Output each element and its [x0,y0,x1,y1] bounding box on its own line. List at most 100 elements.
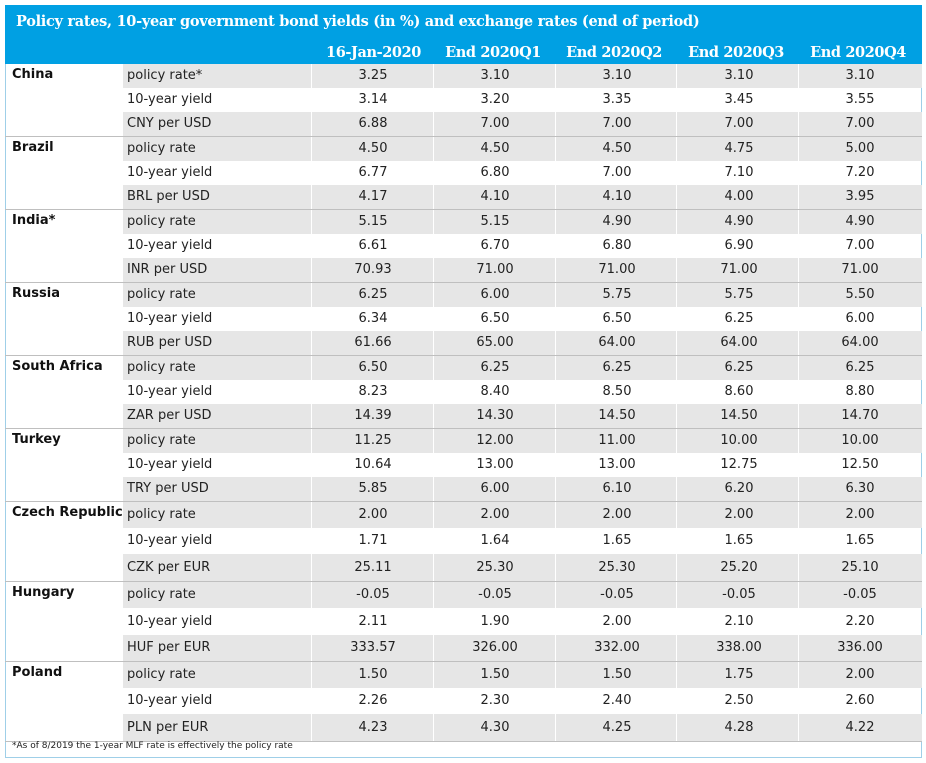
table-cell: 61.66 [354,335,392,350]
table-cell: 5.15 [358,214,388,229]
table-cell: 14.70 [841,408,879,423]
table-row: 10-year yield 2.11 1.90 2.00 2.10 2.20 [5,608,922,635]
table-cell: 11.25 [354,433,392,448]
column-divider [555,283,556,307]
table-cell: 8.40 [480,384,510,399]
column-divider [555,307,556,331]
table-cell: 4.75 [724,141,754,156]
table-cell: 10.00 [841,433,879,448]
column-divider [676,234,677,258]
table-cell: 6.25 [480,360,510,375]
table-cell: 4.30 [480,720,510,735]
column-divider [311,112,312,136]
table-row: policy rate 5.15 5.15 4.90 4.90 4.90 [5,210,922,234]
row-label: policy rate [127,141,196,156]
table-row: 10-year yield 10.64 13.00 13.00 12.75 12.50 [5,453,922,477]
column-divider [798,502,799,528]
row-label: 10-year yield [127,693,213,708]
column-divider [798,307,799,331]
table-cell: 4.10 [602,189,632,204]
column-header: 16-Jan-2020 [326,44,421,61]
table-cell: 4.50 [602,141,632,156]
column-divider [676,185,677,209]
row-label: policy rate [127,433,196,448]
table-cell: 5.75 [724,287,754,302]
row-shading [123,429,922,453]
column-divider [311,429,312,453]
table-cell: 71.00 [841,262,879,277]
column-divider [798,137,799,161]
column-divider [798,429,799,453]
column-divider [555,429,556,453]
table-cell: 2.00 [480,507,510,522]
table-cell: 6.34 [358,311,388,326]
table-cell: 6.00 [480,481,510,496]
column-divider [311,88,312,112]
country-name: Hungary [12,585,75,600]
column-divider [798,331,799,355]
column-divider [433,662,434,688]
column-divider [676,64,677,88]
column-divider [555,331,556,355]
table-row: RUB per USD 61.66 65.00 64.00 64.00 64.00 [5,331,922,355]
table-cell: 6.30 [845,481,875,496]
column-divider [555,714,556,741]
table-row: policy rate -0.05 -0.05 -0.05 -0.05 -0.05 [5,582,922,608]
column-divider [798,356,799,380]
table-cell: 1.64 [480,533,510,548]
row-shading [123,477,922,501]
column-divider [798,380,799,404]
country-group: India* policy rate 5.15 5.15 4.90 4.90 4.90 10-… [5,210,922,283]
row-shading [123,283,922,307]
table-cell: 2.60 [845,693,875,708]
table-cell: 2.00 [845,507,875,522]
table-cell: 2.50 [724,693,754,708]
table-cell: 6.50 [602,311,632,326]
country-group: South Africa policy rate 6.50 6.25 6.25 6.25 6… [5,356,922,429]
table-title: Policy rates, 10-year government bond yi… [16,13,700,30]
row-label: PLN per EUR [127,720,209,735]
table-cell: 1.90 [480,614,510,629]
table-cell: 71.00 [720,262,758,277]
row-label: TRY per USD [127,481,209,496]
table-row: policy rate* 3.25 3.10 3.10 3.10 3.10 [5,64,922,88]
column-divider [676,161,677,185]
column-divider [798,714,799,741]
table-cell: 3.35 [602,92,632,107]
country-group: Brazil policy rate 4.50 4.50 4.50 4.75 5.00 10-… [5,137,922,210]
table-cell: 8.80 [845,384,875,399]
row-shading [123,356,922,380]
table-cell: 4.50 [358,141,388,156]
row-label: 10-year yield [127,165,213,180]
column-divider [555,502,556,528]
table-cell: -0.05 [478,587,512,602]
row-label: policy rate [127,507,196,522]
column-divider [676,210,677,234]
table-cell: 4.23 [358,720,388,735]
column-divider [433,554,434,581]
table-cell: 4.50 [480,141,510,156]
column-divider [676,688,677,714]
row-shading [123,714,922,741]
table-cell: -0.05 [600,587,634,602]
column-divider [555,88,556,112]
column-divider [555,662,556,688]
table-cell: 6.00 [480,287,510,302]
table-cell: 12.50 [841,457,879,472]
table-cell: 3.95 [845,189,875,204]
column-divider [433,380,434,404]
table-cell: 1.75 [724,667,754,682]
column-divider [433,185,434,209]
table-row: 10-year yield 6.61 6.70 6.80 6.90 7.00 [5,234,922,258]
column-divider [555,528,556,554]
table-cell: 6.00 [845,311,875,326]
table-cell: 4.25 [602,720,632,735]
table-cell: 7.00 [845,116,875,131]
column-divider [555,477,556,501]
table-cell: 12.75 [720,457,758,472]
table-cell: 65.00 [476,335,514,350]
table-row: HUF per EUR 333.57 326.00 332.00 338.00 336.0… [5,635,922,661]
column-divider [555,453,556,477]
table-body: China policy rate* 3.25 3.10 3.10 3.10 3.10 10-… [5,64,922,742]
column-divider [676,714,677,741]
